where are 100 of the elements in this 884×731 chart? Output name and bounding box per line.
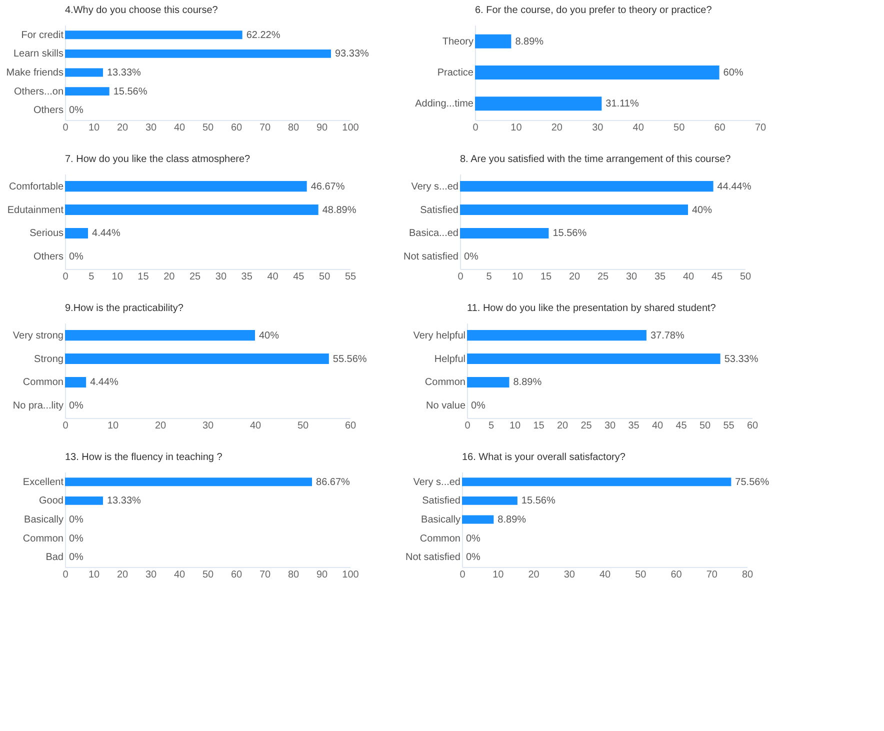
y-tick-label: Theory: [442, 36, 474, 48]
x-tick-label: 45: [711, 272, 723, 282]
y-tick-label: Strong: [34, 354, 64, 365]
bar: [65, 49, 331, 58]
x-tick-label: 20: [556, 420, 568, 432]
y-tick-label: Serious: [30, 228, 64, 240]
x-tick-label: 40: [652, 420, 664, 432]
y-tick-label: No pra...lity: [12, 400, 64, 412]
x-tick-label: 0: [62, 570, 69, 580]
x-tick-label: 50: [635, 570, 647, 580]
data-label: 0%: [466, 552, 481, 564]
data-label: 0%: [69, 552, 84, 564]
bar: [65, 228, 88, 239]
x-tick-label: 40: [174, 122, 186, 134]
x-tick-label: 5: [488, 420, 494, 432]
x-tick-label: 30: [626, 272, 638, 282]
data-label: 0%: [466, 533, 481, 544]
bar: [65, 181, 307, 192]
x-tick-label: 10: [107, 420, 119, 432]
y-tick-label: Edutainment: [7, 204, 64, 216]
x-tick-label: 10: [88, 122, 100, 134]
data-label: 13.33%: [106, 496, 142, 507]
y-tick-label: Excellent: [22, 476, 64, 488]
y-tick-label: Very strong: [12, 330, 64, 342]
x-tick-label: 55: [344, 272, 356, 282]
x-tick-label: 60: [746, 420, 758, 432]
x-tick-label: 70: [754, 122, 766, 134]
data-label: 15.56%: [113, 86, 148, 98]
bar: [460, 204, 688, 216]
y-tick-label: Common: [424, 377, 466, 388]
x-tick-label: 80: [288, 122, 300, 134]
data-label: 0%: [464, 252, 479, 263]
x-tick-label: 60: [344, 420, 356, 432]
x-tick-label: 10: [509, 420, 521, 432]
bar: [460, 228, 549, 239]
data-label: 31.11%: [606, 98, 639, 110]
data-label: 4.44%: [90, 377, 119, 388]
data-label: 40%: [692, 204, 712, 216]
data-label: 15.56%: [552, 228, 587, 240]
x-tick-label: 30: [564, 570, 576, 580]
x-tick-label: 0: [62, 420, 69, 432]
x-tick-label: 60: [230, 570, 242, 580]
x-tick-label: 25: [597, 272, 609, 282]
data-label: 37.78%: [650, 330, 684, 342]
y-tick-label: Basically: [421, 514, 460, 526]
x-tick-label: 15: [540, 272, 552, 282]
y-tick-label: Common: [420, 533, 460, 544]
x-tick-label: 80: [288, 570, 300, 580]
x-tick-label: 45: [676, 420, 688, 432]
data-label: 62.22%: [246, 30, 280, 41]
x-tick-label: 5: [88, 272, 95, 282]
x-tick-label: 10: [492, 570, 504, 580]
y-tick-label: Bad: [46, 552, 64, 564]
x-tick-label: 15: [533, 420, 545, 432]
x-tick-label: 25: [580, 420, 592, 432]
bar: [65, 68, 103, 77]
data-label: 93.33%: [334, 48, 370, 60]
x-tick-label: 50: [740, 272, 752, 282]
x-tick-label: 20: [551, 122, 563, 134]
x-tick-label: 100: [342, 570, 360, 580]
x-tick-label: 50: [319, 272, 331, 282]
x-tick-label: 20: [164, 272, 176, 282]
data-label: 48.89%: [322, 204, 356, 216]
x-tick-label: 50: [699, 420, 711, 432]
data-label: 15.56%: [521, 496, 556, 507]
x-tick-label: 40: [632, 122, 644, 134]
y-tick-label: Comfortable: [9, 181, 64, 192]
data-label: 46.67%: [310, 181, 345, 192]
x-tick-label: 40: [174, 570, 186, 580]
x-tick-label: 15: [138, 272, 150, 282]
y-tick-label: Not satisfied: [403, 252, 458, 263]
x-tick-label: 40: [267, 272, 279, 282]
x-tick-label: 0: [472, 122, 479, 134]
data-label: 86.67%: [316, 476, 350, 488]
x-tick-label: 30: [604, 420, 616, 432]
chart-title: 7. How do you like the class atmosphere?: [65, 154, 251, 165]
x-tick-label: 10: [88, 570, 100, 580]
bar: [65, 87, 110, 96]
x-tick-label: 50: [674, 122, 686, 134]
y-tick-label: Adding...time: [415, 98, 474, 110]
chart-title: 11. How do you like the presentation by shared student?: [467, 303, 716, 314]
data-label: 75.56%: [735, 476, 770, 488]
x-tick-label: 20: [116, 122, 128, 134]
x-tick-label: 40: [599, 570, 611, 580]
y-tick-label: Very s...ed: [413, 476, 460, 488]
x-tick-label: 0: [460, 570, 466, 580]
x-tick-label: 0: [62, 122, 69, 134]
x-tick-label: 20: [116, 570, 128, 580]
data-label: 13.33%: [106, 68, 142, 78]
x-tick-label: 0: [62, 272, 69, 282]
x-tick-label: 50: [202, 570, 214, 580]
data-label: 0%: [69, 400, 84, 412]
x-tick-label: 90: [316, 570, 328, 580]
x-tick-label: 35: [628, 420, 640, 432]
x-tick-label: 90: [316, 122, 328, 134]
data-label: 4.44%: [92, 228, 120, 240]
x-tick-label: 30: [215, 272, 227, 282]
data-label: 60%: [723, 68, 744, 78]
x-tick-label: 30: [202, 420, 214, 432]
x-tick-label: 35: [241, 272, 253, 282]
